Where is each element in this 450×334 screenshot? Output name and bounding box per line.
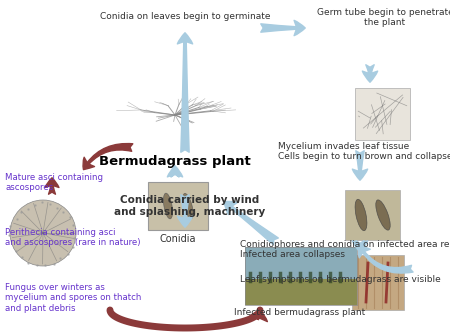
- Text: Conidia on leaves begin to germinate: Conidia on leaves begin to germinate: [100, 12, 270, 21]
- Text: Perithecia containing asci
and ascospores (rare in nature): Perithecia containing asci and ascospore…: [5, 228, 140, 247]
- Bar: [245, 279, 357, 305]
- Text: Infected bermudagrass plant: Infected bermudagrass plant: [234, 308, 365, 317]
- Text: Mycelium invades leaf tissue
Cells begin to turn brown and collapse: Mycelium invades leaf tissue Cells begin…: [278, 142, 450, 161]
- Bar: [148, 182, 208, 230]
- Ellipse shape: [183, 193, 193, 218]
- Text: Leaf symptoms on bermudagrass are visible: Leaf symptoms on bermudagrass are visibl…: [240, 275, 441, 284]
- Ellipse shape: [376, 200, 390, 230]
- Bar: [355, 88, 410, 140]
- Bar: [352, 255, 404, 310]
- Ellipse shape: [163, 193, 172, 219]
- Circle shape: [10, 200, 76, 266]
- Ellipse shape: [355, 199, 367, 231]
- Bar: [345, 190, 400, 240]
- Bar: [245, 247, 357, 279]
- Text: Germ tube begin to penetrate
the plant: Germ tube begin to penetrate the plant: [317, 8, 450, 27]
- Text: Bermudagrass plant: Bermudagrass plant: [99, 156, 251, 168]
- Text: Conidia carried by wind
and splashing, machinery: Conidia carried by wind and splashing, m…: [114, 195, 266, 217]
- Text: Conidia: Conidia: [160, 234, 196, 244]
- Text: Mature asci containing
ascospores: Mature asci containing ascospores: [5, 173, 103, 192]
- Text: Conidiophores and conidia on infected area reproduce
Infected area collapses: Conidiophores and conidia on infected ar…: [240, 240, 450, 260]
- Text: Fungus over winters as
mycelium and spores on thatch
and plant debris: Fungus over winters as mycelium and spor…: [5, 283, 141, 313]
- Bar: [245, 247, 357, 305]
